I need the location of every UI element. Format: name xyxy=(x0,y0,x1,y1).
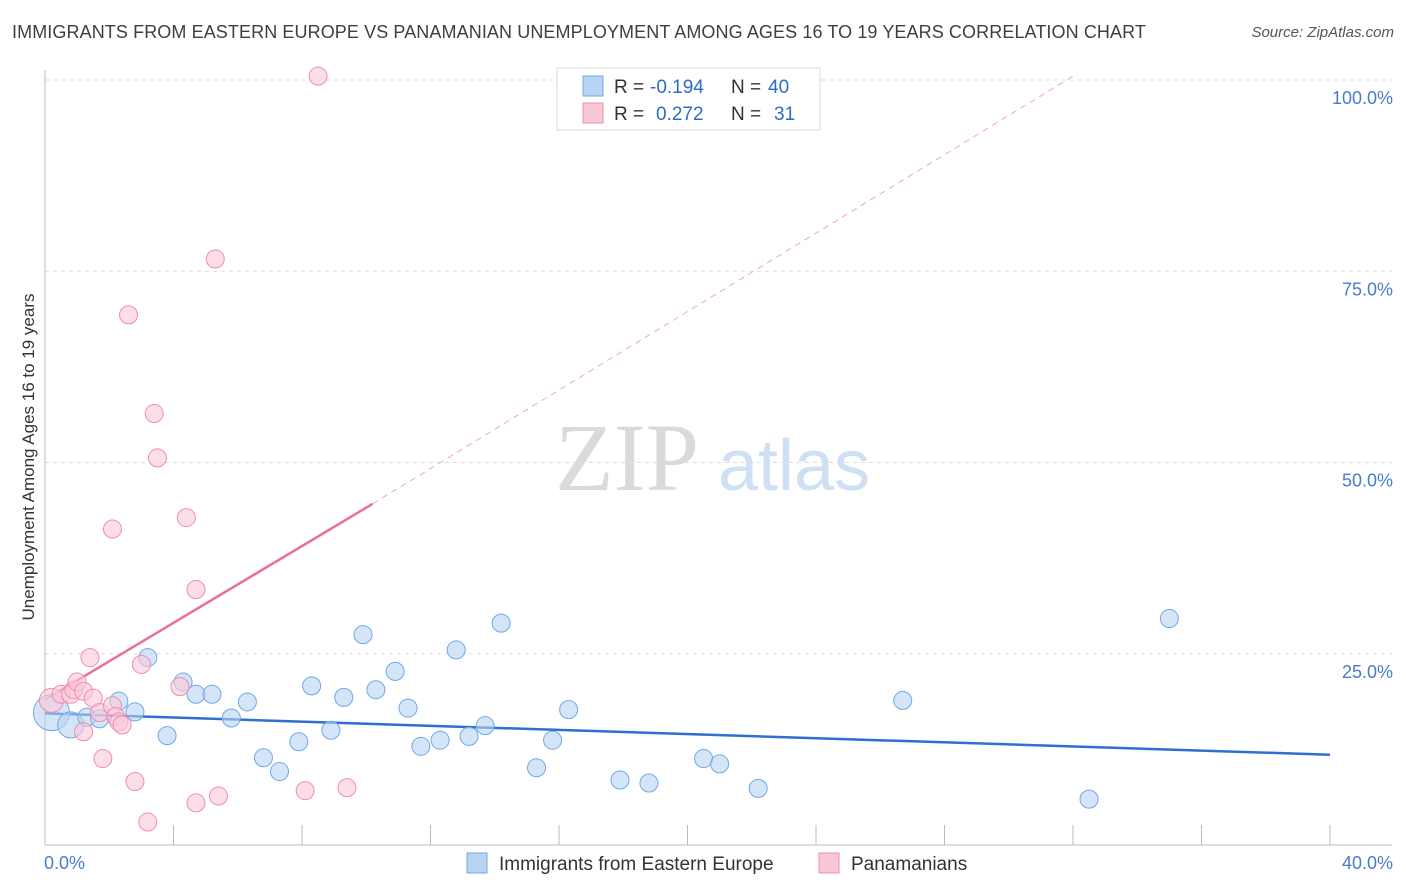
panamanians-point-15 xyxy=(112,715,132,735)
bottom-legend-swatch-panamanians xyxy=(818,852,840,874)
panamanians-point-20 xyxy=(144,404,164,424)
immigrants-point-11 xyxy=(221,708,241,728)
panamanians-point-17 xyxy=(125,772,145,792)
bottom-legend-label-panamanians: Panamanians xyxy=(851,854,967,875)
legend-r-value-2: 0.272 xyxy=(656,104,704,125)
legend-n-label-1: N = xyxy=(731,77,761,98)
immigrants-point-21 xyxy=(385,661,405,681)
y-tick-label-50: 50.0% xyxy=(1342,471,1393,491)
immigrants-point-31 xyxy=(559,700,579,720)
immigrants-point-36 xyxy=(748,778,768,798)
panamanians-point-10 xyxy=(93,749,113,769)
stats-legend: R = -0.194 N = 40 R = 0.272 N = 31 xyxy=(556,67,821,131)
immigrants-point-38 xyxy=(1079,789,1099,809)
immigrants-point-16 xyxy=(302,676,322,696)
panamanians-point-18 xyxy=(131,654,151,674)
source-label: Source: ZipAtlas.com xyxy=(1251,24,1394,41)
panamanians-point-21 xyxy=(147,448,167,468)
x-ticks xyxy=(44,825,1331,845)
immigrants-point-20 xyxy=(366,680,386,700)
trend-line-immigrants xyxy=(44,712,1331,756)
panamanians-point-19 xyxy=(138,812,158,832)
watermark: ZIP atlas xyxy=(555,404,870,511)
immigrants-point-26 xyxy=(459,726,479,746)
immigrants-point-30 xyxy=(543,730,563,750)
immigrants-point-15 xyxy=(289,732,309,752)
chart-title: IMMIGRANTS FROM EASTERN EUROPE VS PANAMA… xyxy=(12,22,1146,42)
bottom-legend-label-immigrants: Immigrants from Eastern Europe xyxy=(499,854,774,875)
legend-r-label-2: R = xyxy=(614,104,644,125)
immigrants-point-27 xyxy=(475,716,495,736)
y-tick-label-75: 75.0% xyxy=(1342,279,1393,299)
watermark-atlas: atlas xyxy=(718,426,870,506)
panamanians-point-26 xyxy=(205,249,225,269)
legend-swatch-panamanians xyxy=(582,102,604,124)
legend-n-value-1: 40 xyxy=(768,77,789,98)
x-tick-label-max: 40.0% xyxy=(1342,853,1393,873)
legend-n-label-2: N = xyxy=(731,104,761,125)
panamanians-point-7 xyxy=(80,648,100,668)
immigrants-point-18 xyxy=(334,687,354,707)
immigrants-point-12 xyxy=(237,692,257,712)
panamanians-point-16 xyxy=(119,305,139,325)
immigrants-point-17 xyxy=(321,720,341,740)
series-legend: Immigrants from Eastern Europe Panamania… xyxy=(466,852,967,875)
immigrants-point-19 xyxy=(353,625,373,645)
legend-swatch-immigrants xyxy=(582,75,604,97)
immigrants-point-22 xyxy=(398,698,418,718)
legend-n-value-2: 31 xyxy=(774,104,795,125)
panamanians-point-29 xyxy=(337,778,357,798)
y-tick-labels: 25.0% 50.0% 75.0% 100.0% xyxy=(1332,88,1393,682)
legend-r-value-1: -0.194 xyxy=(650,77,704,98)
immigrants-point-29 xyxy=(527,758,547,778)
x-tick-label-min: 0.0% xyxy=(44,853,85,873)
immigrants-point-5 xyxy=(125,702,145,722)
immigrants-point-25 xyxy=(446,640,466,660)
immigrants-point-24 xyxy=(430,730,450,750)
bottom-legend-swatch-immigrants xyxy=(466,852,488,874)
panamanians-point-30 xyxy=(308,66,328,86)
immigrants-point-35 xyxy=(710,754,730,774)
immigrants-point-14 xyxy=(270,762,290,782)
panamanians-point-13 xyxy=(102,519,122,539)
panamanians-point-23 xyxy=(176,508,196,528)
immigrants-point-39 xyxy=(1159,609,1179,629)
immigrants-point-13 xyxy=(253,748,273,768)
trend-lines xyxy=(44,75,1331,756)
immigrants-point-37 xyxy=(893,690,913,710)
immigrants-point-34 xyxy=(694,749,714,769)
panamanians-point-25 xyxy=(186,579,206,599)
panamanians-point-24 xyxy=(186,793,206,813)
grid-lines xyxy=(45,79,1392,655)
series-immigrants-points xyxy=(32,609,1179,809)
y-axis-label: Unemployment Among Ages 16 to 19 years xyxy=(19,294,38,621)
trend-line-panamanians-extension xyxy=(372,75,1074,505)
immigrants-point-7 xyxy=(157,726,177,746)
panamanians-point-28 xyxy=(295,781,315,801)
y-tick-label-25: 25.0% xyxy=(1342,662,1393,682)
immigrants-point-33 xyxy=(639,773,659,793)
immigrants-point-23 xyxy=(411,736,431,756)
series-panamanians-points xyxy=(38,66,357,832)
trend-line-panamanians xyxy=(44,502,374,701)
y-tick-label-100: 100.0% xyxy=(1332,88,1393,108)
immigrants-point-28 xyxy=(491,613,511,633)
immigrants-point-9 xyxy=(186,684,206,704)
watermark-zip: ZIP xyxy=(555,404,699,511)
panamanians-point-27 xyxy=(208,786,228,806)
legend-r-label-1: R = xyxy=(614,77,644,98)
immigrants-point-32 xyxy=(610,770,630,790)
immigrants-point-10 xyxy=(202,684,222,704)
panamanians-point-6 xyxy=(74,722,94,742)
panamanians-point-22 xyxy=(170,677,190,697)
